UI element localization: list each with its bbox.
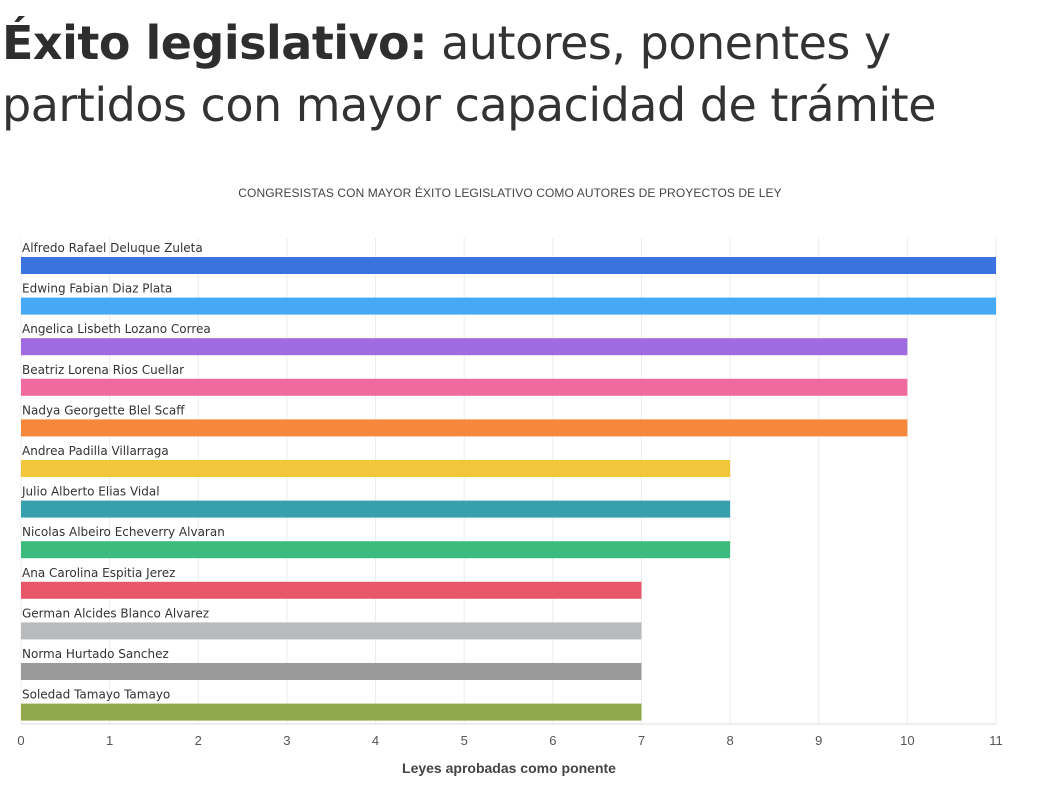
x-tick-label: 7 (638, 733, 645, 748)
category-labels: Alfredo Rafael Deluque Zuleta Edwing Fabi… (21, 241, 225, 702)
category-label: Angelica Lisbeth Lozano Correa (22, 322, 211, 336)
category-label: Norma Hurtado Sanchez (22, 647, 169, 661)
category-label: Ana Carolina Espitia Jerez (22, 566, 175, 580)
x-tick-label: 4 (372, 733, 379, 748)
x-tick-label: 3 (283, 733, 290, 748)
page-title: Éxito legislativo: autores, ponentes y p… (2, 12, 1032, 136)
x-axis-label: Leyes aprobadas como ponente (402, 760, 616, 776)
category-label: Soledad Tamayo Tamayo (22, 688, 170, 702)
bar (21, 257, 996, 274)
category-label: German Alcides Blanco Alvarez (22, 606, 209, 620)
bar (21, 703, 642, 721)
bar (21, 338, 908, 356)
x-tick-label: 11 (989, 733, 1003, 748)
category-label: Edwing Fabian Diaz Plata (22, 282, 172, 296)
x-tick-label: 2 (195, 733, 202, 748)
category-label: Andrea Padilla Villarraga (22, 444, 169, 458)
category-label: Beatriz Lorena Rios Cuellar (22, 363, 184, 377)
bar (21, 500, 731, 518)
x-tick-label: 9 (815, 733, 822, 748)
page-title-rest: autores, ponentes y partidos con mayor c… (2, 16, 937, 132)
bar (21, 297, 996, 315)
bar (21, 663, 642, 680)
page-title-bold: Éxito legislativo: (2, 16, 428, 70)
x-tick-label: 10 (900, 733, 914, 748)
category-label: Nicolas Albeiro Echeverry Alvaran (22, 525, 225, 539)
x-tick-label: 5 (461, 733, 468, 748)
bar (21, 541, 731, 559)
bar (21, 419, 908, 437)
chart-title: CONGRESISTAS CON MAYOR ÉXITO LEGISLATIVO… (238, 186, 782, 200)
x-tick-label: 6 (549, 733, 556, 748)
bar (21, 378, 908, 396)
x-tick-label: 1 (106, 733, 113, 748)
bar (21, 622, 642, 640)
category-label: Alfredo Rafael Deluque Zuleta (22, 241, 203, 255)
x-axis-ticks: 0 1 2 3 4 5 6 7 8 9 10 11 (17, 733, 1002, 748)
grid-lines (20, 238, 997, 725)
bar (21, 581, 642, 599)
category-label: Julio Alberto Elias Vidal (21, 485, 160, 499)
category-label: Nadya Georgette Blel Scaff (22, 403, 185, 417)
x-tick-label: 0 (17, 733, 24, 748)
bars (21, 257, 996, 721)
bar (21, 460, 731, 477)
x-tick-label: 8 (726, 733, 733, 748)
